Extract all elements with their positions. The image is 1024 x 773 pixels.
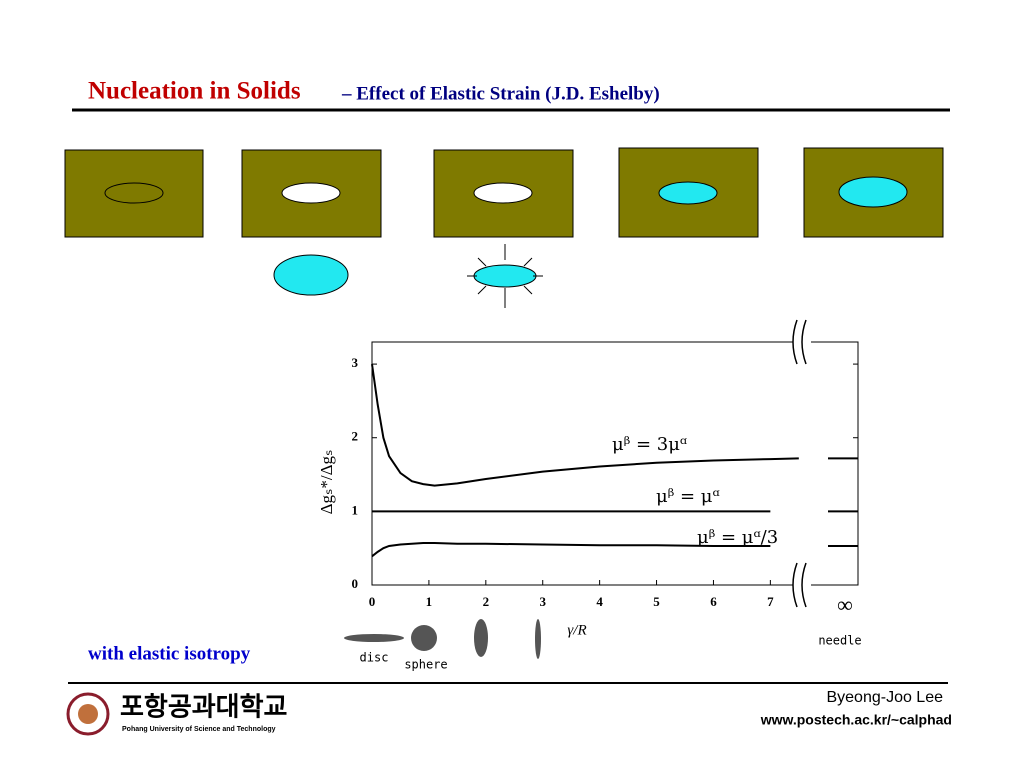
- chart: 0 1 2 3 4 5 6 7 0 1 2 3 ∞ γ/R Δgₛ*/Δgₛ disc sphere needle…: [317, 319, 862, 672]
- logo: [66, 692, 110, 736]
- shape-label: sphere: [404, 658, 447, 672]
- x-tick-label: 6: [710, 594, 717, 609]
- series-label: μᵝ = μᵅ/3: [697, 527, 778, 548]
- y-tick-label: 0: [352, 576, 359, 591]
- prolate-icon: [474, 619, 488, 657]
- url: www.postech.ac.kr/~calphad: [760, 712, 952, 728]
- axis-break: [792, 319, 807, 365]
- x-tick-label: 5: [653, 594, 660, 609]
- subtitle: – Effect of Elastic Strain (J.D. Eshelby…: [341, 83, 660, 104]
- series-label: μᵝ = 3μᵅ: [612, 434, 687, 455]
- logo-text: 포항공과대학교: [120, 693, 287, 723]
- series-line: [371, 363, 799, 487]
- shape-label: disc: [360, 651, 389, 665]
- disc-icon: [344, 634, 404, 642]
- strain-diagrams: [64, 147, 944, 308]
- x-tick-label: 4: [596, 594, 603, 609]
- x-tick-label: 2: [483, 594, 490, 609]
- logo-subtext: Pohang University of Science and Technol…: [122, 726, 276, 733]
- x-tick-label: 1: [426, 594, 433, 609]
- x-tick-label: 0: [369, 594, 376, 609]
- y-tick-label: 1: [352, 502, 359, 517]
- infinity-label: ∞: [837, 592, 853, 617]
- y-axis-label: Δgₛ*/Δgₛ: [317, 450, 336, 515]
- needle-icon: [535, 619, 541, 659]
- shape-label: needle: [818, 634, 861, 648]
- plot-frame: [371, 341, 859, 586]
- x-tick-label: 3: [539, 594, 546, 609]
- series-label: μᵝ = μᵅ: [656, 486, 720, 507]
- author: Byeong-Joo Lee: [826, 689, 943, 706]
- title: Nucleation in Solids: [88, 78, 301, 105]
- axis-break: [792, 562, 807, 608]
- sphere-icon: [411, 625, 437, 651]
- series-line: [371, 542, 771, 558]
- x-axis-label: γ/R: [567, 622, 586, 638]
- y-tick-label: 3: [352, 355, 359, 370]
- y-tick-label: 2: [352, 429, 359, 444]
- note: with elastic isotropy: [88, 643, 251, 664]
- x-tick-label: 7: [767, 594, 774, 609]
